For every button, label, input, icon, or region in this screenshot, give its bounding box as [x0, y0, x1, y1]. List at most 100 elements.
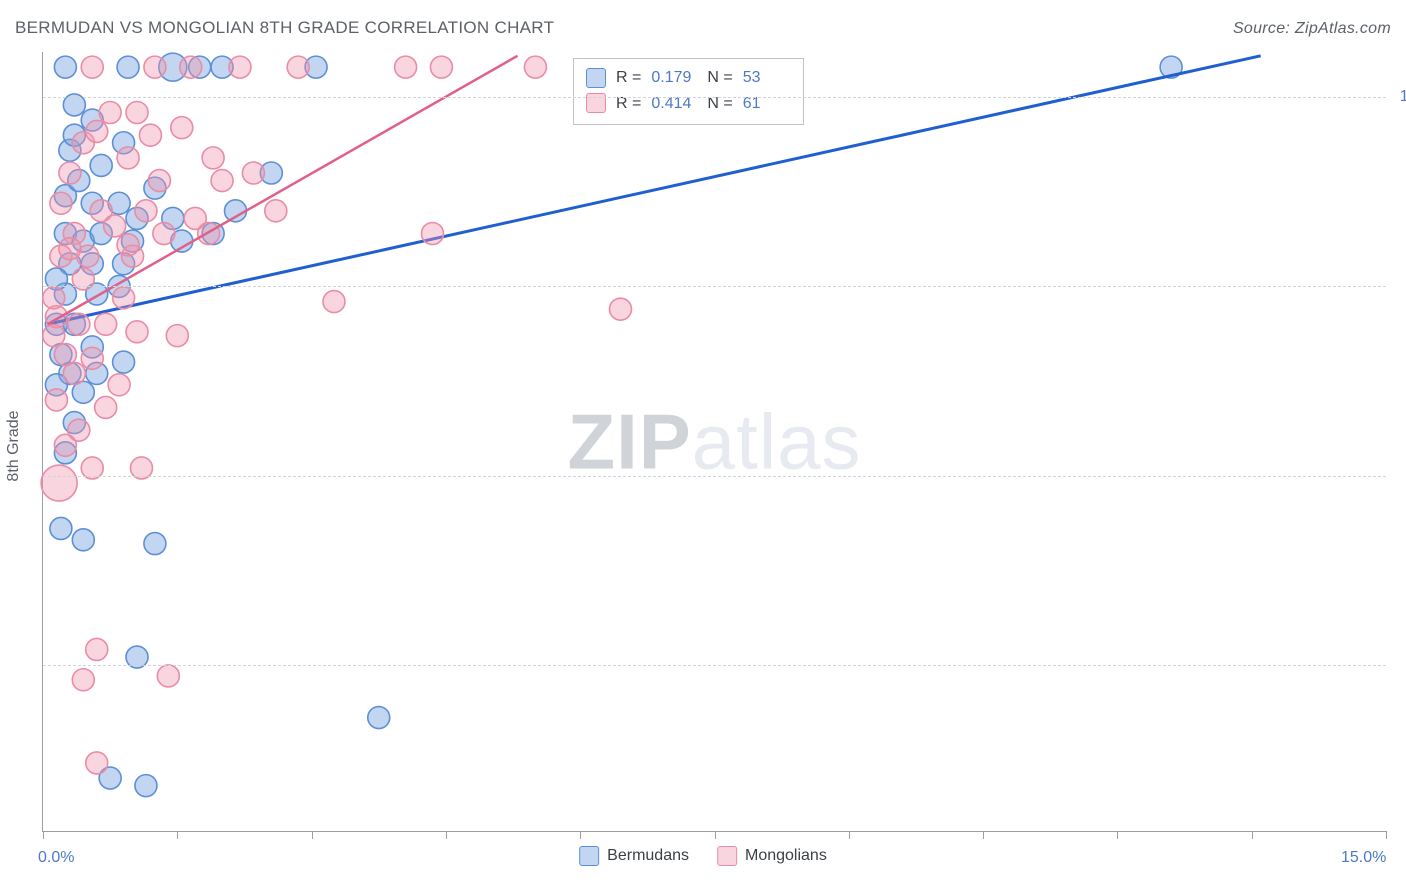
mongolians-point [95, 396, 117, 418]
y-tick-label: 97.5% [1394, 277, 1406, 295]
mongolians-point [202, 147, 224, 169]
stat-n-value: 61 [743, 91, 789, 117]
mongolians-point [265, 200, 287, 222]
mongolians-point [242, 162, 264, 184]
stat-r-label: R = [616, 91, 641, 117]
mongolians-point [609, 298, 631, 320]
legend-label: Mongolians [745, 847, 827, 865]
bermudans-point [117, 56, 139, 78]
mongolians-point [117, 147, 139, 169]
grid-line [43, 97, 1386, 98]
plot-svg [43, 52, 1386, 831]
y-tick-label: 100.0% [1394, 88, 1406, 106]
mongolians-trend-line [47, 56, 517, 324]
mongolians-point [43, 325, 65, 347]
stat-r-value: 0.414 [651, 91, 697, 117]
mongolians-point [139, 124, 161, 146]
mongolians-point [81, 56, 103, 78]
mongolians-point [117, 234, 139, 256]
mongolians-point [45, 389, 67, 411]
x-axis-max-label: 15.0% [1341, 849, 1386, 867]
mongolians-point [54, 434, 76, 456]
mongolians-point [323, 291, 345, 313]
y-axis-title: 8th Grade [5, 410, 23, 481]
mongolians-point [113, 287, 135, 309]
mongolians-point [171, 117, 193, 139]
legend-entry-bermudans: Bermudans [579, 846, 689, 866]
stats-row-mongolians: R = 0.414 N = 61 [586, 91, 789, 117]
stat-n-label: N = [707, 91, 732, 117]
title-bar: BERMUDAN VS MONGOLIAN 8TH GRADE CORRELAT… [15, 18, 1391, 38]
x-tick [580, 831, 581, 839]
mongolians-point [59, 238, 81, 260]
mongolians-point [144, 56, 166, 78]
x-tick [1386, 831, 1387, 839]
mongolians-point [421, 223, 443, 245]
stats-box: R = 0.179 N = 53 R = 0.414 N = 61 [573, 58, 804, 125]
legend-entry-mongolians: Mongolians [717, 846, 827, 866]
stats-row-bermudans: R = 0.179 N = 53 [586, 65, 789, 91]
mongolians-point [229, 56, 251, 78]
bermudans-swatch [586, 68, 606, 88]
mongolians-point [430, 56, 452, 78]
bermudans-point [224, 200, 246, 222]
mongolians-point [72, 669, 94, 691]
chart-container: BERMUDAN VS MONGOLIAN 8TH GRADE CORRELAT… [0, 0, 1406, 892]
x-tick [983, 831, 984, 839]
bermudans-point [135, 775, 157, 797]
bermudans-point [368, 707, 390, 729]
stat-r-value: 0.179 [651, 65, 697, 91]
x-tick [312, 831, 313, 839]
mongolians-point [81, 347, 103, 369]
mongolians-point [68, 313, 90, 335]
mongolians-point [86, 638, 108, 660]
x-tick [43, 831, 44, 839]
legend-label: Bermudans [607, 847, 689, 865]
mongolians-point [166, 325, 188, 347]
mongolians-point [95, 313, 117, 335]
x-tick [177, 831, 178, 839]
mongolians-point [135, 200, 157, 222]
bermudans-point [144, 533, 166, 555]
plot-area: ZIPatlas R =0.179N =53R =0.414N =61 92.5… [42, 52, 1386, 832]
mongolians-point [395, 56, 417, 78]
mongolians-point [99, 102, 121, 124]
legend: Bermudans Mongolians [579, 846, 827, 866]
source-label: Source: ZipAtlas.com [1233, 20, 1391, 38]
mongolians-point [287, 56, 309, 78]
y-tick-label: 95.0% [1394, 467, 1406, 485]
bermudans-legend-swatch [579, 846, 599, 866]
mongolians-point [59, 162, 81, 184]
grid-line [43, 665, 1386, 666]
y-tick-label: 92.5% [1394, 656, 1406, 674]
mongolians-point [41, 465, 77, 501]
mongolians-point [86, 752, 108, 774]
mongolians-point [126, 321, 148, 343]
mongolians-point [108, 374, 130, 396]
bermudans-point [54, 56, 76, 78]
chart-title: BERMUDAN VS MONGOLIAN 8TH GRADE CORRELAT… [15, 18, 554, 38]
mongolians-point [86, 120, 108, 142]
mongolians-point [104, 215, 126, 237]
x-tick [715, 831, 716, 839]
mongolians-point [157, 665, 179, 687]
mongolians-point [153, 223, 175, 245]
mongolians-point [63, 362, 85, 384]
stat-r-label: R = [616, 65, 641, 91]
x-tick [849, 831, 850, 839]
mongolians-legend-swatch [717, 846, 737, 866]
bermudans-point [50, 517, 72, 539]
mongolians-point [50, 192, 72, 214]
x-tick [1252, 831, 1253, 839]
mongolians-point [211, 170, 233, 192]
x-tick [446, 831, 447, 839]
mongolians-point [180, 56, 202, 78]
bermudans-point [72, 529, 94, 551]
mongolians-point [148, 170, 170, 192]
grid-line [43, 476, 1386, 477]
mongolians-point [43, 287, 65, 309]
stat-n-label: N = [707, 65, 732, 91]
bermudans-point [113, 351, 135, 373]
x-tick [1117, 831, 1118, 839]
stat-n-value: 53 [743, 65, 789, 91]
